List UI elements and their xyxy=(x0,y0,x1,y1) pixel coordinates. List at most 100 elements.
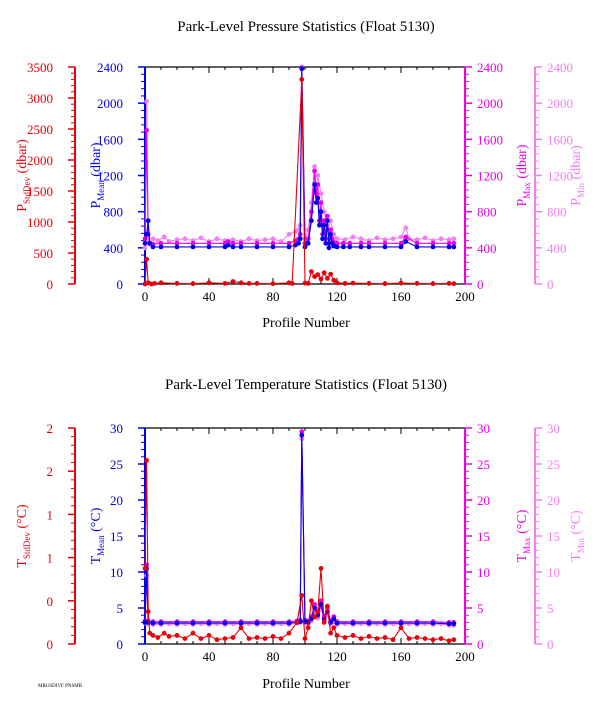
max-data-point xyxy=(190,240,196,246)
max-data-point xyxy=(144,127,150,133)
min-data-point xyxy=(398,234,404,240)
mean-data-point xyxy=(320,236,325,242)
min-tick-label: 15 xyxy=(547,529,560,544)
max-data-point xyxy=(366,240,372,246)
stddev-data-point xyxy=(422,636,428,641)
max-tick-label: 800 xyxy=(477,205,497,220)
max-data-point xyxy=(446,240,452,246)
mean-data-point xyxy=(158,244,164,250)
stddev-data-point xyxy=(406,636,412,641)
min-data-point xyxy=(403,225,409,231)
mean-data-point xyxy=(451,244,457,250)
stddev-data-point xyxy=(222,281,228,286)
stddev-data-point xyxy=(374,636,380,641)
min-data-point xyxy=(390,236,396,242)
mean-data-point xyxy=(142,240,148,246)
mean-data-point xyxy=(326,245,332,251)
min-data-point xyxy=(286,231,292,237)
stddev-data-point xyxy=(446,638,452,644)
min-tick-label: 25 xyxy=(547,457,560,472)
min-data-point xyxy=(334,236,340,242)
mean-data-point xyxy=(225,242,231,248)
min-tick-label: 10 xyxy=(547,565,560,580)
mean-data-point xyxy=(350,620,356,626)
min-data-point xyxy=(358,236,364,242)
stddev-data-point xyxy=(318,276,324,282)
max-data-point xyxy=(158,240,164,246)
max-tick-label: 2400 xyxy=(477,60,503,75)
mean-data-point xyxy=(222,620,228,626)
stddev-data-point xyxy=(331,625,337,631)
stddev-data-point xyxy=(390,637,396,643)
mean-data-point xyxy=(150,620,156,626)
temperature-chart: Park-Level Temperature Statistics (Float… xyxy=(15,377,586,692)
min-axis-label: PMin (dbar) xyxy=(569,145,586,206)
mean-data-point xyxy=(325,218,330,224)
stddev-data-point xyxy=(166,634,172,639)
mean-data-point xyxy=(158,620,164,626)
stddev-data-point xyxy=(325,603,330,609)
max-tick-label: 400 xyxy=(477,241,497,256)
min-data-point xyxy=(161,234,167,240)
stddev-data-point xyxy=(334,633,340,638)
stddev-data-point xyxy=(190,281,196,287)
max-data-point xyxy=(174,240,180,246)
mean-data-point xyxy=(358,244,364,250)
mean-data-point xyxy=(317,222,322,228)
max-data-point xyxy=(451,240,457,246)
stddev-data-point xyxy=(451,281,457,287)
stddev-data-point xyxy=(158,280,164,286)
stddev-data-point xyxy=(315,272,321,278)
min-tick-label: 1200 xyxy=(547,169,573,184)
max-tick-label: 20 xyxy=(477,493,490,508)
max-tick-label: 2000 xyxy=(477,96,503,111)
stddev-data-point xyxy=(289,281,295,286)
mean-tick-label: 10 xyxy=(110,565,123,580)
min-data-point xyxy=(382,237,388,243)
max-tick-label: 10 xyxy=(477,565,490,580)
stddev-data-point xyxy=(305,625,311,631)
max-data-point xyxy=(238,240,244,246)
stddev-tick-label: 1 xyxy=(47,507,54,522)
min-tick-label: 30 xyxy=(547,421,560,436)
stddev-data-point xyxy=(294,620,300,625)
chart-title: Park-Level Pressure Statistics (Float 51… xyxy=(177,19,434,35)
stddev-tick-label: 1 xyxy=(47,551,54,566)
mean-data-point xyxy=(305,240,311,246)
min-data-point xyxy=(182,236,188,242)
mean-data-point xyxy=(238,244,244,250)
stddev-data-point xyxy=(144,256,150,262)
stddev-axis-label: TStdDev (°C) xyxy=(15,504,32,568)
mean-tick-label: 1200 xyxy=(97,169,123,184)
mean-axis-label: PMean (dbar) xyxy=(89,142,106,208)
mean-data-point xyxy=(174,620,180,626)
max-data-point xyxy=(325,213,330,219)
stddev-data-point xyxy=(325,276,330,281)
mean-data-point xyxy=(366,620,372,626)
stddev-data-point xyxy=(430,637,436,643)
mean-data-point xyxy=(254,244,260,250)
mean-data-point xyxy=(430,620,436,626)
min-data-point xyxy=(142,245,148,251)
stddev-data-point xyxy=(214,637,220,643)
min-data-point xyxy=(198,235,204,241)
mean-tick-label: 0 xyxy=(117,277,124,292)
mean-axis-label: TMean (°C) xyxy=(89,507,106,564)
mean-data-point xyxy=(398,244,404,250)
stddev-tick-label: 1500 xyxy=(27,184,53,199)
max-tick-label: 1200 xyxy=(477,169,503,184)
min-data-point xyxy=(150,236,156,242)
min-data-point xyxy=(422,235,428,241)
stddev-series-line xyxy=(144,460,454,642)
x-tick-label: 160 xyxy=(391,289,411,304)
stddev-data-point xyxy=(312,614,317,620)
max-tick-label: 15 xyxy=(477,529,490,544)
max-data-point xyxy=(313,191,319,197)
mean-tick-label: 2000 xyxy=(97,96,123,111)
mean-data-point xyxy=(309,218,314,224)
stddev-data-point xyxy=(309,269,314,274)
stddev-data-point xyxy=(174,281,180,286)
max-data-point xyxy=(430,240,436,246)
mean-data-point xyxy=(315,195,321,201)
mean-data-point xyxy=(366,244,372,250)
